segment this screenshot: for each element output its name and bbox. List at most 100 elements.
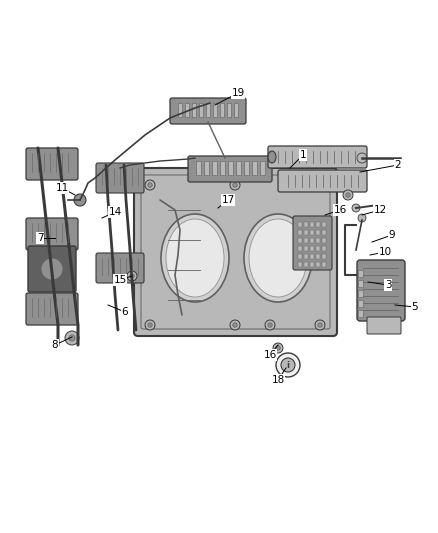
Circle shape <box>65 331 79 345</box>
Circle shape <box>265 320 275 330</box>
Text: 14: 14 <box>108 207 122 217</box>
Circle shape <box>281 358 295 372</box>
FancyBboxPatch shape <box>357 260 405 321</box>
Text: 5: 5 <box>412 302 418 312</box>
Bar <box>316 246 320 251</box>
Circle shape <box>127 271 137 281</box>
Text: 16: 16 <box>263 350 277 360</box>
Circle shape <box>145 180 155 190</box>
Bar <box>304 262 308 267</box>
Bar <box>358 300 363 307</box>
FancyBboxPatch shape <box>96 253 144 283</box>
Circle shape <box>148 183 152 187</box>
Circle shape <box>315 180 325 190</box>
Text: 12: 12 <box>373 205 387 215</box>
Circle shape <box>230 320 240 330</box>
Bar <box>178 103 182 117</box>
Bar <box>234 103 238 117</box>
Bar <box>185 103 189 117</box>
Circle shape <box>233 323 237 327</box>
Ellipse shape <box>42 259 62 279</box>
FancyBboxPatch shape <box>134 168 337 336</box>
Text: 19: 19 <box>231 88 245 98</box>
FancyBboxPatch shape <box>268 146 367 168</box>
Bar <box>322 254 326 259</box>
Text: i: i <box>286 360 290 369</box>
Bar <box>322 238 326 243</box>
Text: 8: 8 <box>52 340 58 350</box>
Circle shape <box>318 323 322 327</box>
Text: 17: 17 <box>221 195 235 205</box>
FancyBboxPatch shape <box>170 98 246 124</box>
Bar <box>310 246 314 251</box>
Bar <box>316 238 320 243</box>
Bar <box>298 222 302 227</box>
Bar <box>199 103 203 117</box>
Circle shape <box>318 183 322 187</box>
Bar <box>310 230 314 235</box>
Text: 11: 11 <box>55 183 69 193</box>
Bar <box>322 246 326 251</box>
Bar <box>228 161 233 175</box>
Bar <box>298 238 302 243</box>
Bar <box>236 161 241 175</box>
Bar <box>310 222 314 227</box>
Circle shape <box>343 190 353 200</box>
Circle shape <box>315 320 325 330</box>
Ellipse shape <box>161 214 229 302</box>
Bar <box>304 222 308 227</box>
Ellipse shape <box>268 151 276 163</box>
Circle shape <box>276 353 300 377</box>
FancyBboxPatch shape <box>293 216 332 270</box>
Text: 1: 1 <box>300 150 306 160</box>
Bar <box>220 103 224 117</box>
Ellipse shape <box>249 219 307 297</box>
Bar <box>196 161 201 175</box>
FancyBboxPatch shape <box>26 218 78 250</box>
Bar <box>358 290 363 297</box>
FancyBboxPatch shape <box>26 148 78 180</box>
Bar <box>316 254 320 259</box>
Circle shape <box>148 323 152 327</box>
Bar <box>358 310 363 317</box>
Bar <box>322 262 326 267</box>
Text: 2: 2 <box>395 160 401 170</box>
Bar <box>316 222 320 227</box>
Bar <box>358 270 363 277</box>
Bar <box>322 222 326 227</box>
Bar <box>220 161 225 175</box>
Bar <box>322 230 326 235</box>
Bar <box>304 230 308 235</box>
Bar <box>252 161 257 175</box>
Circle shape <box>276 346 280 350</box>
FancyBboxPatch shape <box>278 170 367 192</box>
Circle shape <box>352 204 360 212</box>
Bar <box>244 161 249 175</box>
Text: 7: 7 <box>37 233 43 243</box>
Text: 10: 10 <box>378 247 392 257</box>
Bar <box>298 230 302 235</box>
Bar <box>310 262 314 267</box>
Bar <box>213 103 217 117</box>
Bar <box>298 254 302 259</box>
Bar <box>358 280 363 287</box>
Bar <box>304 254 308 259</box>
Text: 15: 15 <box>113 275 127 285</box>
Circle shape <box>358 214 366 222</box>
Bar <box>310 254 314 259</box>
Circle shape <box>268 323 272 327</box>
FancyBboxPatch shape <box>28 246 76 292</box>
Text: 9: 9 <box>389 230 396 240</box>
Bar <box>204 161 209 175</box>
Circle shape <box>130 274 134 278</box>
Text: 16: 16 <box>333 205 346 215</box>
Bar <box>298 262 302 267</box>
Bar <box>304 246 308 251</box>
Circle shape <box>74 194 86 206</box>
Bar <box>227 103 231 117</box>
Text: 6: 6 <box>122 307 128 317</box>
FancyBboxPatch shape <box>26 293 78 325</box>
FancyBboxPatch shape <box>367 317 401 334</box>
Circle shape <box>346 193 350 197</box>
Bar <box>310 238 314 243</box>
